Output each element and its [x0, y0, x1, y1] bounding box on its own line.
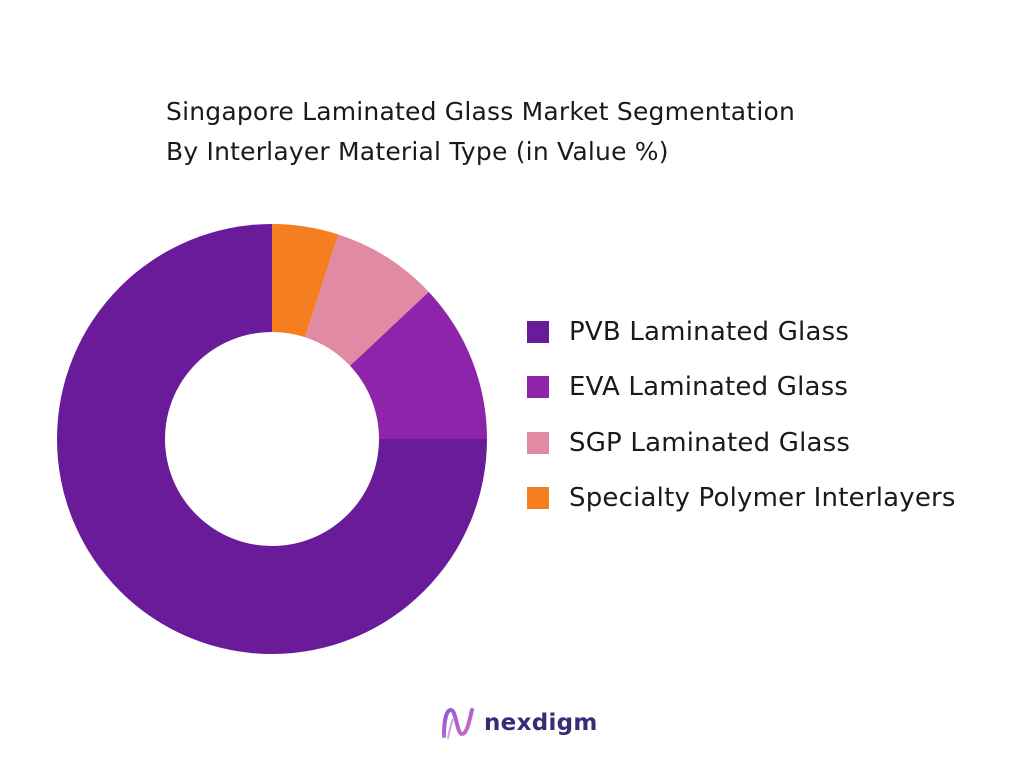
legend-swatch-specialty [527, 487, 549, 510]
donut-slice-sgp [305, 234, 429, 366]
legend-label-eva: EVA Laminated Glass [569, 372, 849, 403]
legend-item-eva: EVA Laminated Glass [527, 360, 1017, 416]
chart-title-line-1: Singapore Laminated Glass Market Segment… [166, 97, 796, 126]
legend-swatch-eva [527, 376, 549, 399]
chart-title-line-2: By Interlayer Material Type (in Value %) [166, 137, 669, 166]
legend-swatch-pvb [527, 320, 549, 343]
donut-slice-specialty [272, 224, 339, 338]
brand-logo-text: nexdigm [484, 710, 598, 736]
donut-slice-eva [349, 291, 487, 439]
legend-swatch-sgp [527, 431, 549, 454]
brand-logo: nexdigm [440, 704, 598, 742]
legend-item-specialty: Specialty Polymer Interlayers [527, 471, 1017, 527]
legend-label-sgp: SGP Laminated Glass [569, 427, 851, 458]
donut-slice-pvb [57, 224, 487, 654]
legend-label-pvb: PVB Laminated Glass [569, 316, 850, 347]
legend-label-specialty: Specialty Polymer Interlayers [569, 483, 956, 514]
legend-item-sgp: SGP Laminated Glass [527, 415, 1017, 471]
chart-legend: PVB Laminated Glass EVA Laminated Glass … [527, 304, 1017, 526]
legend-item-pvb: PVB Laminated Glass [527, 304, 1017, 360]
chart-title: Singapore Laminated Glass Market Segment… [166, 92, 966, 172]
nexdigm-logo-icon [442, 707, 474, 739]
